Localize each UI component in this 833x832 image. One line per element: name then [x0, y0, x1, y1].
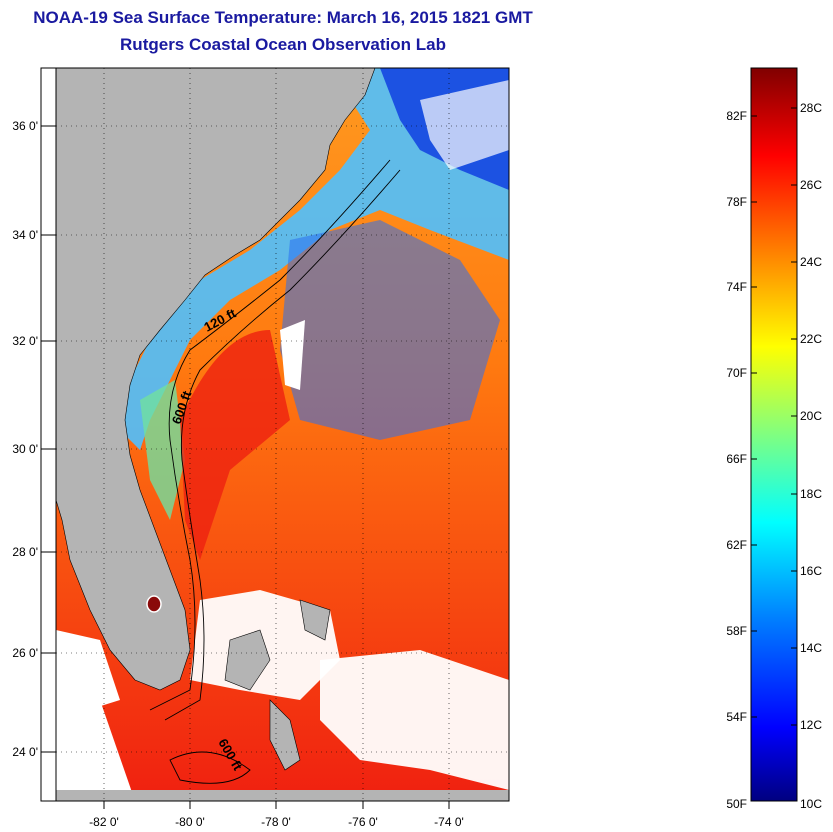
coastal-cool-band [140, 380, 185, 520]
colorbar-c-label: 14C [800, 641, 822, 655]
cool-eddy-region [280, 220, 500, 440]
lon-label: -74 0' [434, 815, 464, 829]
cloud-patch [420, 80, 509, 170]
land-bahamas [224, 629, 271, 691]
colorbar-f-label: 54F [726, 710, 747, 724]
colorbar-f-label: 50F [726, 797, 747, 811]
map-title: NOAA-19 Sea Surface Temperature: March 1… [33, 8, 533, 27]
temperature-colorbar: 82F 78F 74F 70F 66F 62F 58F 54F 50F 28C … [726, 67, 822, 811]
sst-map: 120 ft 600 ft 600 ft 36 0' 34 0' 32 0' 3… [12, 67, 510, 829]
colorbar-f-label: 66F [726, 452, 747, 466]
axis-ticks [41, 125, 450, 809]
lat-label: 26 0' [12, 646, 38, 660]
colorbar-gradient [750, 67, 798, 802]
graticule [56, 68, 509, 801]
gulf-stream [180, 330, 290, 560]
colorbar-c-label: 26C [800, 178, 822, 192]
colorbar-f-label: 78F [726, 195, 747, 209]
lon-label: -80 0' [175, 815, 205, 829]
colorbar-c-label: 24C [800, 255, 822, 269]
isobath-600ft-south [169, 751, 251, 784]
shelf-cool-water [120, 68, 509, 450]
colorbar-c-label: 16C [800, 564, 822, 578]
lon-label: -78 0' [261, 815, 291, 829]
isobath-600ft [164, 169, 401, 721]
land-andros [269, 699, 301, 771]
lat-label: 32 0' [12, 334, 38, 348]
land-abaco [299, 599, 331, 641]
lat-label: 34 0' [12, 228, 38, 242]
land-cuba [56, 790, 509, 801]
colorbar-c-label: 18C [800, 487, 822, 501]
lat-label: 28 0' [12, 545, 38, 559]
colorbar-f-label: 82F [726, 109, 747, 123]
lon-label: -82 0' [89, 815, 119, 829]
lat-label: 24 0' [12, 745, 38, 759]
cloud-patch [320, 650, 509, 790]
no-data-area [56, 690, 135, 801]
colorbar-f-label: 58F [726, 624, 747, 638]
colorbar-f-label: 74F [726, 280, 747, 294]
colorbar-c-label: 28C [800, 101, 822, 115]
colorbar-c-label: 22C [800, 332, 822, 346]
colorbar-c-label: 10C [800, 797, 822, 811]
map-subtitle: Rutgers Coastal Ocean Observation Lab [120, 35, 446, 54]
colorbar-c-label: 20C [800, 409, 822, 423]
colorbar-ticks [751, 107, 797, 726]
lon-label: -76 0' [348, 815, 378, 829]
isobath-120ft [149, 159, 391, 711]
lat-label: 30 0' [12, 442, 38, 456]
lat-label: 36 0' [12, 119, 38, 133]
lake-okeechobee [146, 595, 162, 613]
colorbar-f-label: 62F [726, 538, 747, 552]
cloud-patch [280, 320, 305, 390]
colorbar-c-label: 12C [800, 718, 822, 732]
colorbar-f-label: 70F [726, 366, 747, 380]
land-us-east-coast [56, 68, 376, 691]
